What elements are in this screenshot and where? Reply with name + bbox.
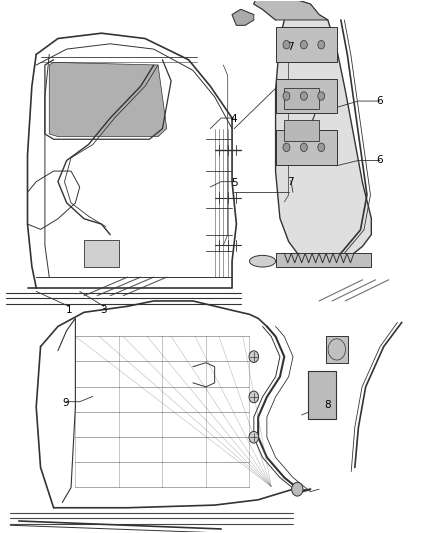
Polygon shape [84,240,119,266]
Polygon shape [308,372,336,419]
Circle shape [318,143,325,151]
Polygon shape [284,88,319,109]
Circle shape [283,41,290,49]
Text: 9: 9 [63,398,69,408]
Text: 8: 8 [325,400,331,410]
Polygon shape [49,62,167,136]
Polygon shape [232,10,254,25]
Text: 6: 6 [377,96,383,106]
Circle shape [318,92,325,100]
Polygon shape [276,20,371,253]
Circle shape [292,482,303,496]
Circle shape [318,41,325,49]
Polygon shape [284,120,319,141]
Circle shape [300,143,307,151]
Text: 6: 6 [377,156,383,165]
Circle shape [283,92,290,100]
Text: 5: 5 [231,177,237,188]
Polygon shape [276,79,336,114]
Circle shape [249,431,258,443]
Text: 1: 1 [66,305,72,315]
Circle shape [300,92,307,100]
Polygon shape [326,336,348,362]
Circle shape [249,351,258,362]
Polygon shape [254,0,328,20]
Circle shape [283,143,290,151]
Polygon shape [276,253,371,266]
Polygon shape [276,130,336,165]
Text: 7: 7 [287,42,294,52]
Circle shape [249,391,258,403]
Text: 7: 7 [287,176,294,187]
Polygon shape [276,28,336,62]
Ellipse shape [250,255,276,267]
Text: 4: 4 [231,114,237,124]
Circle shape [300,41,307,49]
Text: 3: 3 [100,305,107,315]
